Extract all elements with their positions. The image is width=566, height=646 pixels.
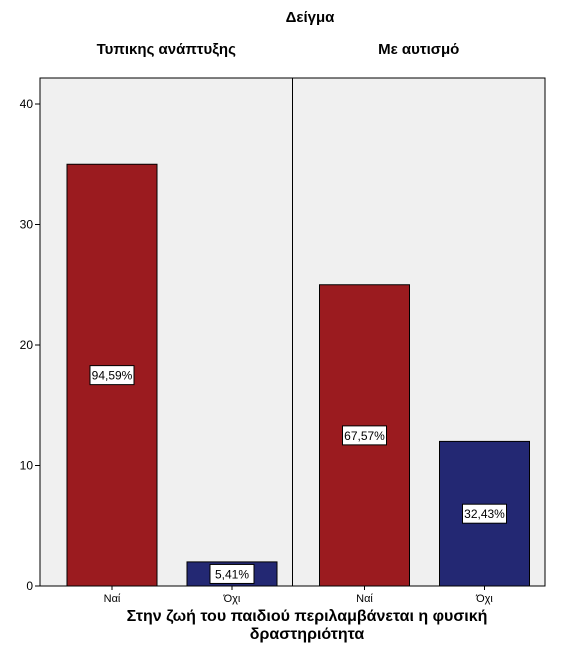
data-label-box <box>209 563 255 584</box>
panel-1: Τυπικης ανάπτυξης Ναί 94,59% Όχι 5,41% <box>39 41 293 605</box>
data-label: 5,41% <box>215 567 249 581</box>
data-label-box <box>342 425 387 446</box>
panel-title: Με αυτισμό <box>378 41 459 58</box>
y-tick-label: 20 <box>20 338 34 352</box>
chart-title: Δείγμα <box>286 9 336 26</box>
y-axis: 0 10 20 30 40 <box>20 97 40 593</box>
data-label: 32,43% <box>464 507 505 521</box>
y-tick-label: 30 <box>20 218 34 232</box>
x-tick-label: Ναί <box>356 593 373 605</box>
x-tick-label: Όχι <box>223 593 241 605</box>
panel-2: Με αυτισμό Ναί 67,57% Όχι 32,43% <box>292 41 546 605</box>
data-label: 67,57% <box>344 429 385 443</box>
x-tick-label: Ναί <box>104 593 121 605</box>
data-label-box <box>462 503 507 524</box>
data-label-box <box>89 365 135 386</box>
y-tick-label: 40 <box>20 97 34 111</box>
panels: Τυπικης ανάπτυξης Ναί 94,59% Όχι 5,41% Με αυτ… <box>39 41 546 605</box>
y-tick-label: 10 <box>20 459 34 473</box>
y-tick-label: 0 <box>26 579 33 593</box>
x-tick-label: Όχι <box>475 593 493 605</box>
panel-title: Τυπικης ανάπτυξης <box>97 41 236 58</box>
x-axis-label-line-1: Στην ζωή του παιδιού περιλαμβάνεται η φυ… <box>127 608 488 625</box>
x-axis-label-line-2: δραστηριότητα <box>250 626 365 643</box>
data-label: 94,59% <box>92 369 133 383</box>
